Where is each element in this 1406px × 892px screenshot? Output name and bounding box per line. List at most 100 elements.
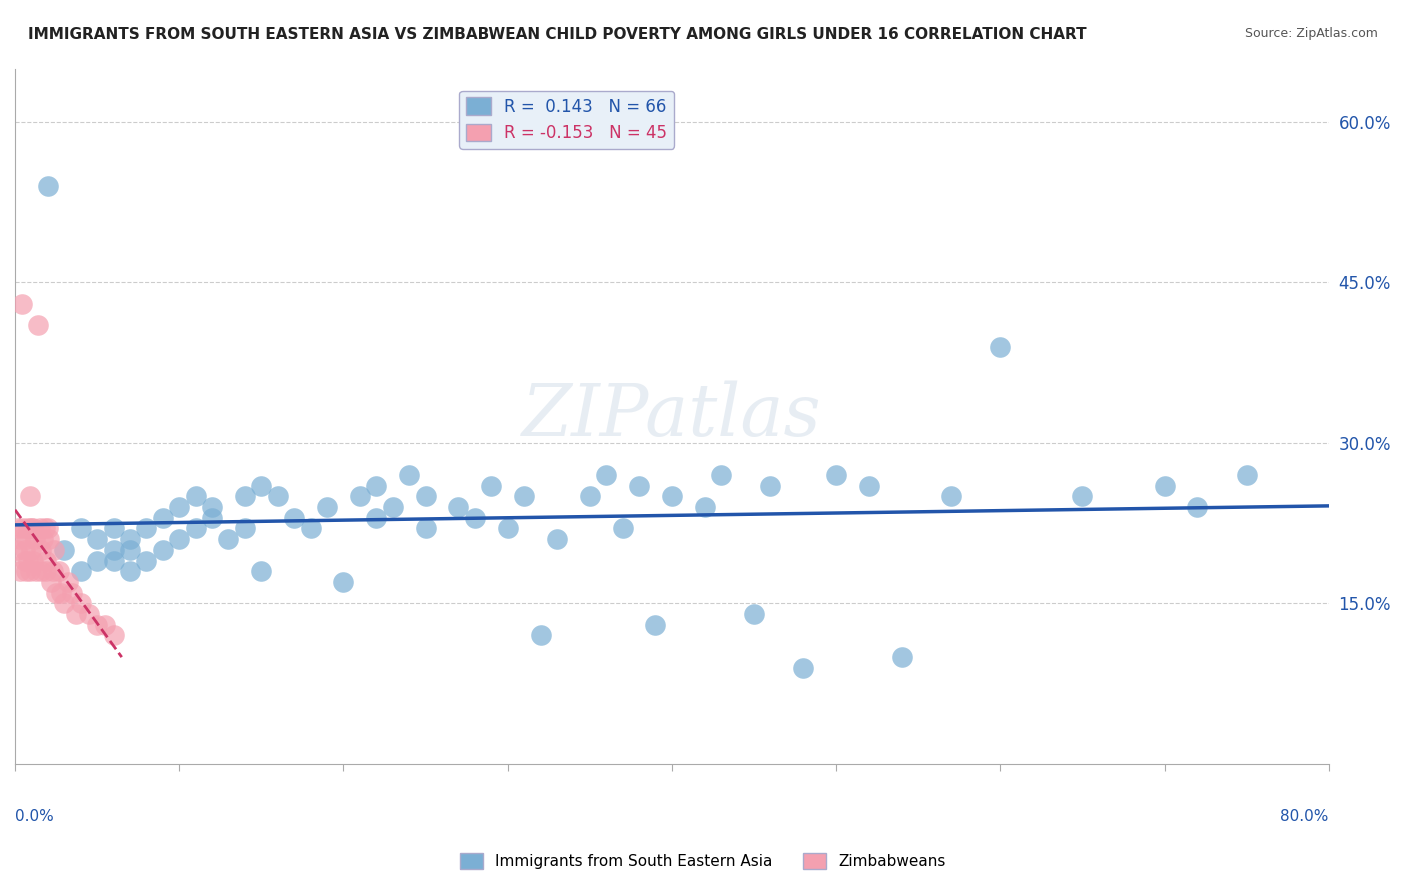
Point (44, 542, 66, 557)
Point (167, 500, 190, 515)
Point (366, 479, 388, 493)
Point (65, 607, 87, 621)
Point (69, 596, 91, 610)
Point (1153, 479, 1175, 493)
Point (167, 532, 190, 546)
Point (529, 628, 551, 642)
Point (69, 521, 91, 535)
Point (118, 564, 141, 578)
Point (18, 490, 41, 504)
Point (53, 542, 76, 557)
Point (233, 521, 256, 535)
Point (612, 521, 634, 535)
Point (18, 564, 41, 578)
Point (316, 500, 339, 515)
Point (49, 585, 72, 599)
Point (267, 490, 290, 504)
Point (10, 297, 32, 311)
Point (644, 617, 666, 632)
Point (693, 500, 716, 515)
Point (6, 542, 28, 557)
Point (135, 521, 157, 535)
Point (17, 553, 39, 567)
Text: 0.0%: 0.0% (15, 809, 53, 824)
Point (398, 468, 420, 483)
Point (86, 553, 108, 567)
Point (14, 553, 37, 567)
Point (103, 521, 125, 535)
Point (233, 490, 256, 504)
Point (25, 564, 48, 578)
Point (201, 510, 224, 524)
Point (48, 564, 70, 578)
Point (32, 532, 55, 546)
Point (62, 585, 84, 599)
Point (15, 564, 38, 578)
Point (792, 660, 814, 674)
Point (464, 510, 486, 524)
Legend: Immigrants from South Eastern Asia, Zimbabweans: Immigrants from South Eastern Asia, Zimb… (454, 847, 952, 875)
Point (28, 521, 51, 535)
Point (24, 532, 46, 546)
Text: Source: ZipAtlas.com: Source: ZipAtlas.com (1244, 27, 1378, 40)
Point (135, 553, 157, 567)
Point (513, 490, 536, 504)
Point (332, 574, 354, 589)
Point (479, 479, 502, 493)
Point (20, 542, 42, 557)
Text: IMMIGRANTS FROM SOUTH EASTERN ASIA VS ZIMBABWEAN CHILD POVERTY AMONG GIRLS UNDER: IMMIGRANTS FROM SOUTH EASTERN ASIA VS ZI… (28, 27, 1087, 42)
Point (35, 553, 58, 567)
Point (86, 617, 108, 632)
Point (152, 542, 174, 557)
Point (17, 521, 39, 535)
Point (415, 521, 437, 535)
Point (218, 532, 240, 546)
Point (299, 521, 322, 535)
Point (447, 500, 470, 515)
Point (825, 468, 848, 483)
Point (118, 542, 141, 557)
Point (69, 564, 91, 578)
Point (39, 574, 62, 589)
Point (250, 564, 273, 578)
Point (152, 510, 174, 524)
Point (22, 553, 45, 567)
Point (20, 521, 42, 535)
Point (890, 649, 912, 664)
Point (30, 564, 52, 578)
Point (13, 521, 35, 535)
Point (184, 490, 207, 504)
Point (118, 532, 141, 546)
Point (628, 479, 651, 493)
Text: ZIPatlas: ZIPatlas (522, 381, 821, 451)
Point (7, 521, 30, 535)
Point (27, 318, 49, 333)
Point (38, 532, 60, 546)
Point (1187, 500, 1209, 515)
Point (103, 553, 125, 567)
Point (1071, 490, 1094, 504)
Point (35, 564, 58, 578)
Point (94, 617, 117, 632)
Point (8, 564, 31, 578)
Point (546, 532, 568, 546)
Text: 80.0%: 80.0% (1281, 809, 1329, 824)
Point (34, 521, 56, 535)
Point (759, 479, 782, 493)
Point (53, 596, 76, 610)
Point (283, 510, 305, 524)
Point (22, 521, 45, 535)
Point (366, 510, 388, 524)
Point (45, 585, 67, 599)
Point (595, 468, 617, 483)
Point (8, 532, 31, 546)
Point (988, 340, 1011, 354)
Point (37, 521, 59, 535)
Point (496, 521, 519, 535)
Point (56, 574, 79, 589)
Point (250, 479, 273, 493)
Point (1236, 468, 1258, 483)
Point (77, 607, 100, 621)
Point (86, 532, 108, 546)
Point (14, 542, 37, 557)
